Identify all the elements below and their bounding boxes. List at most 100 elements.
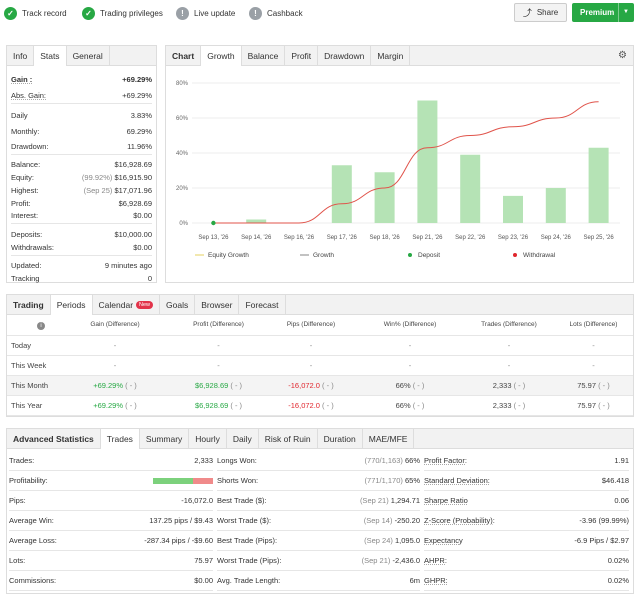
adv-label: Best Trade (Pips):: [217, 536, 278, 545]
column-header[interactable]: Gain (Difference): [59, 315, 171, 336]
legend-label[interactable]: Growth: [313, 252, 334, 259]
adv-value: 75.97: [194, 556, 213, 565]
info-row: Profit: $6,928.69: [11, 198, 152, 208]
adv-row: Sharpe Ratio 0.06: [424, 491, 629, 511]
cell-value: -: [113, 340, 117, 350]
tab-daily[interactable]: Daily: [227, 429, 259, 448]
column-header[interactable]: Profit (Difference): [171, 315, 266, 336]
info-value: 69.29%: [126, 126, 152, 136]
legend-label[interactable]: Equity Growth: [208, 252, 249, 259]
y-tick-label: 80%: [176, 81, 189, 87]
top-bar: ✓ Track record ✓ Trading privileges ! Live …: [0, 0, 640, 26]
period-cell: +69.29% ( - ): [59, 395, 171, 416]
tab-duration[interactable]: Duration: [318, 429, 363, 448]
adv-row: Pips: -16,072.0: [9, 491, 213, 511]
period-name: This Week: [7, 355, 59, 376]
tab-margin[interactable]: Margin: [371, 46, 411, 65]
period-cell: -: [266, 335, 356, 356]
tab-calendar[interactable]: Calendar New: [93, 295, 161, 314]
adv-row: Worst Trade (Pips): (Sep 21) -2,436.0: [217, 551, 420, 571]
period-cell: -: [59, 355, 171, 376]
info-value-wrap: +69.29%: [122, 75, 152, 84]
info-row: Tracking 0: [11, 273, 152, 283]
tab-drawdown[interactable]: Drawdown: [318, 46, 372, 65]
cell-diff: ( - ): [123, 380, 137, 390]
settings-icon[interactable]: ⚙: [618, 50, 627, 61]
cell-diff: ( - ): [596, 400, 610, 410]
growth-bar: [331, 165, 352, 223]
tab-profit[interactable]: Profit: [285, 46, 319, 65]
check-icon: ✓: [4, 6, 17, 20]
period-cell: 66% ( - ): [356, 375, 464, 396]
period-name: This Year: [7, 395, 59, 416]
share-icon: ⤴: [522, 8, 532, 18]
tab-browser[interactable]: Browser: [195, 295, 240, 314]
adv-value: 0.06: [614, 496, 629, 505]
share-button[interactable]: ⤴ Share: [514, 3, 567, 22]
adv-label: Avg. Trade Length:: [217, 576, 281, 585]
column-header[interactable]: Trades (Difference): [464, 315, 554, 336]
info-value: $10,000.00: [114, 229, 152, 239]
cell-diff: ( - ): [596, 380, 610, 390]
tab-balance[interactable]: Balance: [242, 46, 286, 65]
track-record-badge[interactable]: ✓ Track record: [4, 4, 67, 22]
tab-advanced-statistics[interactable]: Advanced Statistics: [7, 429, 101, 448]
column-header[interactable]: Pips (Difference): [266, 315, 356, 336]
adv-value: -16,072.0: [181, 496, 213, 505]
live-update-badge[interactable]: ! Live update: [176, 4, 235, 22]
tab-info[interactable]: Info: [7, 46, 35, 65]
trading-privileges-badge[interactable]: ✓ Trading privileges: [82, 4, 163, 22]
period-cell: $6,928.69 ( - ): [171, 395, 266, 416]
info-row: Daily 3.83%: [11, 110, 152, 120]
legend-label[interactable]: Withdrawal: [523, 252, 556, 259]
cell-diff: ( - ): [511, 400, 526, 410]
tab-growth[interactable]: Growth: [201, 46, 242, 66]
cell-diff: ( - ): [319, 400, 334, 410]
adv-value: 2,333: [194, 456, 213, 465]
info-row: Withdrawals: $0.00: [11, 242, 152, 252]
adv-label: Z-Score (Probability):: [424, 516, 495, 525]
x-tick-label: Sep 23, '26: [498, 235, 529, 241]
info-value-wrap: 11.96%: [127, 142, 152, 151]
advanced-tabs: Advanced Statistics Trades Summary Hourly Da…: [7, 429, 633, 449]
tab-stats[interactable]: Stats: [34, 46, 67, 66]
tab-general[interactable]: General: [67, 46, 110, 65]
cashback-badge[interactable]: ! Cashback: [249, 4, 303, 22]
legend-label[interactable]: Deposit: [418, 252, 440, 259]
cell-value: -: [309, 340, 313, 350]
adv-row: Average Win: 137.25 pips / $9.43: [9, 511, 213, 531]
tab-chart[interactable]: Chart: [166, 46, 202, 65]
cell-value: -: [217, 340, 220, 350]
tab-risk-of-ruin[interactable]: Risk of Ruin: [259, 429, 318, 448]
adv-row: AHPR: 0.02%: [424, 551, 629, 571]
tab-summary[interactable]: Summary: [140, 429, 190, 448]
period-cell: -: [171, 335, 266, 356]
column-header[interactable]: Lots (Difference): [554, 315, 633, 336]
tab-trades[interactable]: Trades: [100, 429, 140, 449]
info-label: Abs. Gain:: [11, 90, 47, 100]
info-value: 11.96%: [127, 141, 152, 151]
period-cell: -: [266, 355, 356, 376]
info-value-wrap: $0.00: [133, 211, 152, 220]
tab-periods[interactable]: Periods: [50, 295, 93, 315]
adv-row: Best Trade (Pips): (Sep 24) 1,095.0: [217, 531, 420, 551]
period-cell: -: [554, 335, 633, 356]
info-value-wrap: 3.83%: [131, 111, 152, 120]
x-tick-label: Sep 21, '26: [412, 235, 443, 241]
tab-hourly[interactable]: Hourly: [189, 429, 227, 448]
growth-line: [213, 101, 599, 224]
adv-row: Avg. Trade Length: 6m: [217, 571, 420, 591]
tab-goals[interactable]: Goals: [160, 295, 196, 314]
adv-label: Pips:: [9, 496, 26, 505]
premium-button[interactable]: Premium ▼: [572, 3, 634, 22]
adv-row: Shorts Won: (771/1,170) 65%: [217, 471, 420, 491]
cell-value: -16,072.0: [288, 380, 320, 390]
column-header[interactable]: Win% (Difference): [356, 315, 464, 336]
adv-value: -287.34 pips / -$9.60: [144, 536, 213, 545]
tab-forecast[interactable]: Forecast: [239, 295, 286, 314]
adv-label: Longs Won:: [217, 456, 257, 465]
tab-trading[interactable]: Trading: [7, 295, 51, 314]
tab-mae-mfe[interactable]: MAE/MFE: [363, 429, 415, 448]
x-tick-label: Sep 13, '26: [198, 235, 229, 241]
info-label: Drawdown:: [11, 141, 49, 151]
